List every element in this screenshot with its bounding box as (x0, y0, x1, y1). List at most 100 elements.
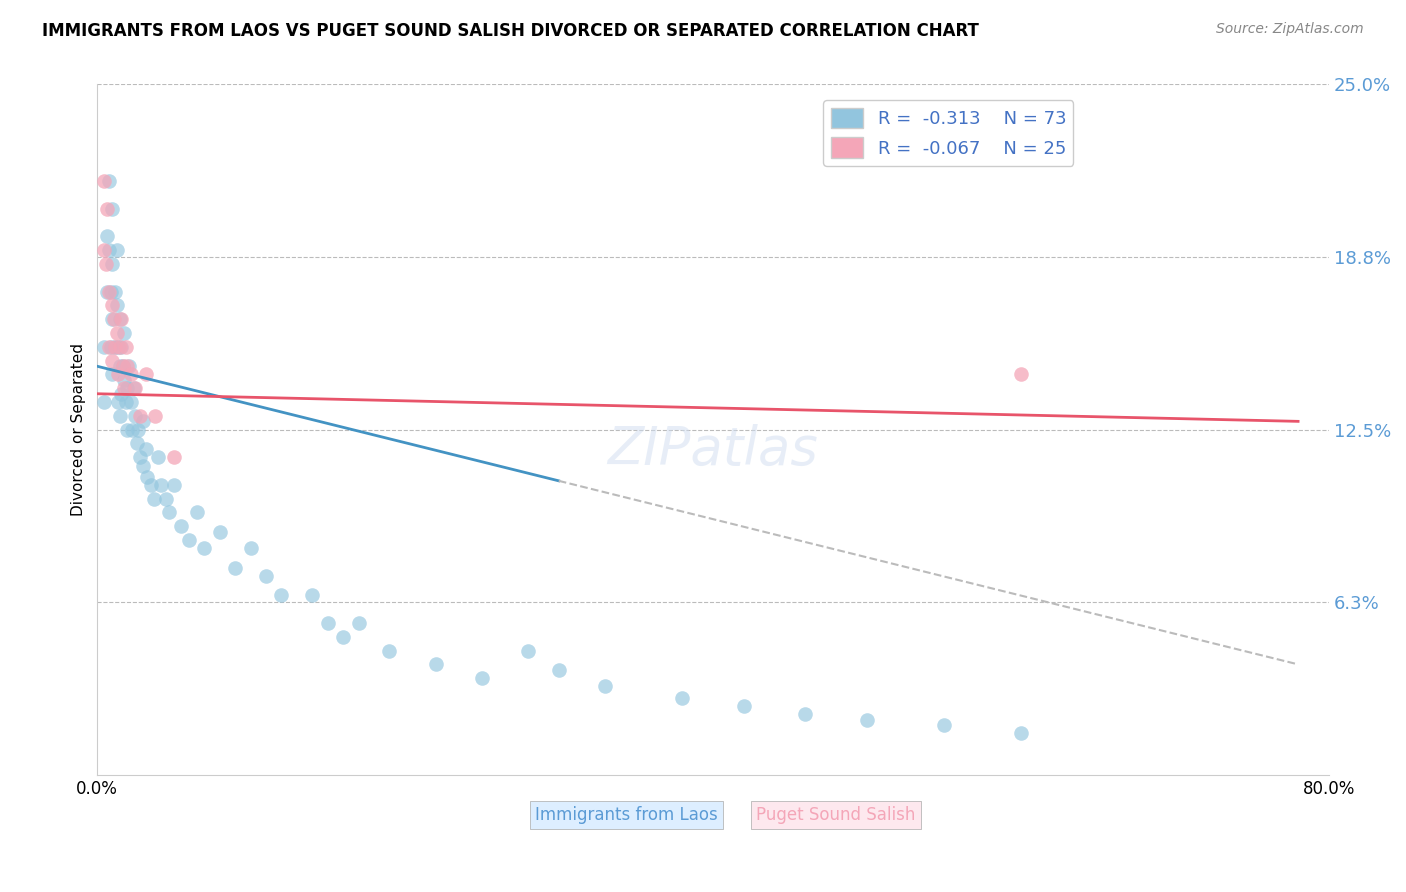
Point (932, 718, 955, 732)
Point (100, 285, 122, 299)
Point (516, 643, 538, 657)
Point (103, 312, 125, 326)
Point (101, 257, 124, 271)
Text: IMMIGRANTS FROM LAOS VS PUGET SOUND SALISH DIVORCED OR SEPARATED CORRELATION CHA: IMMIGRANTS FROM LAOS VS PUGET SOUND SALI… (42, 22, 979, 40)
Point (112, 326, 135, 340)
Point (1010, 726, 1032, 740)
Point (120, 395, 142, 409)
Point (142, 491, 165, 506)
Point (104, 285, 127, 299)
Text: Puget Sound Salish: Puget Sound Salish (756, 805, 915, 823)
Point (105, 298, 128, 312)
Point (128, 450, 150, 465)
Point (170, 519, 193, 533)
Text: Immigrants from Laos: Immigrants from Laos (536, 805, 718, 823)
Point (94, 257, 117, 271)
Point (856, 713, 879, 727)
Point (127, 423, 149, 437)
Point (120, 368, 142, 382)
Point (270, 588, 292, 602)
Point (239, 541, 262, 556)
Point (136, 469, 159, 483)
Point (112, 381, 135, 395)
Point (110, 312, 132, 326)
Point (107, 395, 129, 409)
Point (98, 243, 121, 257)
Point (101, 202, 124, 216)
Point (733, 698, 755, 713)
Text: Source: ZipAtlas.com: Source: ZipAtlas.com (1216, 22, 1364, 37)
Point (332, 630, 354, 644)
Point (157, 506, 180, 520)
Y-axis label: Divorced or Separated: Divorced or Separated (72, 343, 86, 516)
Point (108, 340, 131, 354)
Point (101, 368, 124, 382)
Point (96, 285, 118, 299)
Point (96, 202, 118, 216)
Point (547, 663, 569, 677)
Point (671, 690, 693, 705)
Point (108, 359, 131, 373)
Point (254, 569, 277, 583)
Point (193, 541, 215, 556)
Point (132, 458, 155, 473)
Point (104, 340, 127, 354)
Point (112, 373, 135, 387)
Point (98, 285, 121, 299)
Point (208, 524, 231, 539)
Point (108, 409, 131, 423)
Point (155, 491, 177, 506)
Point (93, 395, 115, 409)
Point (132, 414, 155, 428)
Point (110, 340, 132, 354)
Point (98, 340, 121, 354)
Point (96, 229, 118, 244)
Point (93, 243, 115, 257)
Point (101, 312, 124, 326)
Point (110, 386, 132, 401)
Point (118, 359, 141, 373)
Point (139, 478, 162, 492)
Point (101, 298, 124, 312)
Point (425, 657, 447, 672)
Point (177, 533, 200, 547)
Point (301, 588, 323, 602)
Point (148, 450, 170, 465)
Point (378, 643, 401, 657)
Point (347, 615, 370, 630)
Point (111, 359, 134, 373)
Point (124, 409, 146, 423)
Point (124, 381, 146, 395)
Point (108, 312, 131, 326)
Point (1010, 368, 1032, 382)
Point (150, 478, 173, 492)
Point (93, 174, 115, 188)
Point (471, 671, 494, 685)
Point (163, 450, 186, 465)
Point (593, 680, 616, 694)
Point (111, 359, 134, 373)
Point (224, 560, 246, 574)
Text: ZIPatlas: ZIPatlas (607, 425, 818, 476)
Point (117, 381, 139, 395)
Point (93, 340, 115, 354)
Point (105, 243, 128, 257)
Point (104, 340, 127, 354)
Point (117, 423, 139, 437)
Point (105, 326, 128, 340)
Point (117, 359, 139, 373)
Point (135, 442, 157, 456)
Legend: R =  -0.313    N = 73, R =  -0.067    N = 25: R = -0.313 N = 73, R = -0.067 N = 25 (824, 101, 1073, 166)
Point (125, 436, 148, 450)
Point (143, 409, 166, 423)
Point (98, 174, 121, 188)
Point (101, 353, 124, 368)
Point (128, 409, 150, 423)
Point (115, 340, 138, 354)
Point (100, 340, 122, 354)
Point (122, 381, 145, 395)
Point (107, 368, 129, 382)
Point (163, 478, 186, 492)
Point (186, 506, 208, 520)
Point (107, 340, 129, 354)
